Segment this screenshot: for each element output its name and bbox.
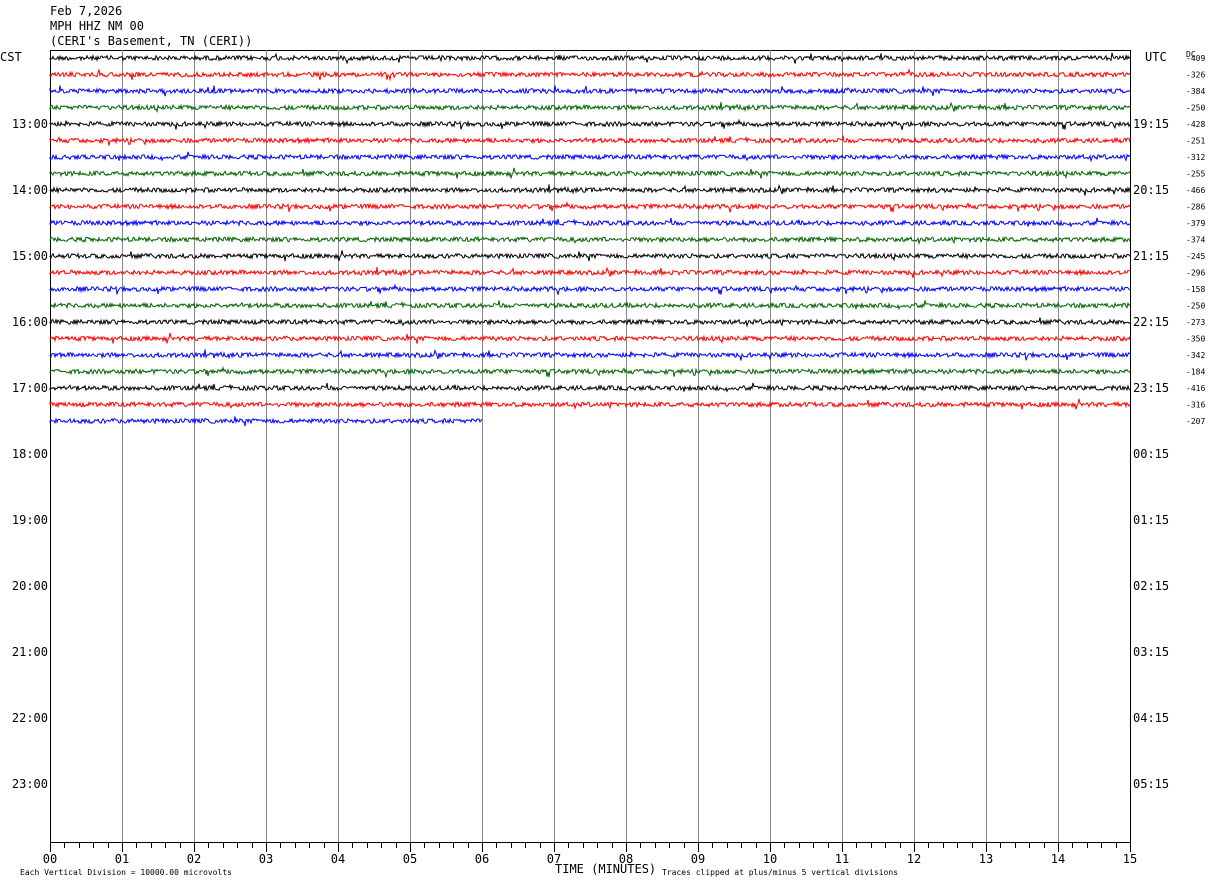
dc-offset-label: -379 [1186,219,1205,228]
dc-offset-label: -374 [1186,236,1205,245]
header-location: (CERI's Basement, TN (CERI)) [50,34,253,48]
trace-11 [49,217,1131,228]
right-hour-label: 19:15 [1133,117,1169,131]
x-tick-label-06: 06 [475,852,489,866]
right-hour-label: 05:15 [1133,777,1169,791]
dc-offset-label: -250 [1186,104,1205,113]
x-tick-label-03: 03 [259,852,273,866]
dc-offset-label: -251 [1186,137,1205,146]
x-tick-label-13: 13 [979,852,993,866]
left-hour-label: 21:00 [12,645,48,659]
trace-22 [49,398,1131,411]
right-hour-label: 23:15 [1133,381,1169,395]
x-tick-label-04: 04 [331,852,345,866]
trace-14 [49,266,1131,279]
trace-9 [49,184,1131,196]
header-station: MPH HHZ NM 00 [50,19,144,33]
trace-1 [49,52,1131,65]
trace-17 [49,317,1131,328]
trace-13 [49,250,1131,262]
dc-offset-label: -296 [1186,269,1205,278]
trace-4 [49,101,1131,114]
trace-12 [49,235,1131,246]
x-tick-label-12: 12 [907,852,921,866]
traces [49,52,1131,427]
trace-16 [49,300,1131,311]
dc-offset-label: -350 [1186,335,1205,344]
dc-offset-label: -428 [1186,120,1205,129]
right-hour-label: 20:15 [1133,183,1169,197]
x-tick-label-14: 14 [1051,852,1065,866]
trace-19 [49,349,1131,361]
right-timezone-label: UTC [1145,50,1167,64]
trace-6 [49,135,1131,146]
dc-offset-label: -416 [1186,384,1205,393]
trace-15 [49,283,1131,295]
right-hour-label: 03:15 [1133,645,1169,659]
right-hour-label: 00:15 [1133,447,1169,461]
trace-20 [49,366,1131,378]
right-hour-label: 21:15 [1133,249,1169,263]
header-date: Feb 7,2026 [50,4,123,18]
trace-8 [49,167,1131,180]
dc-offset-label: -326 [1186,71,1205,80]
dc-offset-label: -255 [1186,170,1205,179]
dc-offset-label: -245 [1186,252,1205,261]
left-hour-label: 13:00 [12,117,48,131]
x-tick-label-07: 07 [547,852,561,866]
plot-frame [50,50,1131,843]
right-hour-label: 22:15 [1133,315,1169,329]
trace-21 [49,382,1131,393]
x-tick-label-15: 15 [1123,852,1137,866]
dc-offset-label: -316 [1186,401,1205,410]
trace-2 [49,68,1131,82]
left-hour-label: 14:00 [12,183,48,197]
x-tick-label-00: 00 [43,852,57,866]
x-tick-label-09: 09 [691,852,705,866]
left-hour-label: 16:00 [12,315,48,329]
clip-note: Traces clipped at plus/minus 5 vertical … [662,868,899,877]
x-tick-label-10: 10 [763,852,777,866]
left-timezone-label: CST [0,50,22,64]
left-hour-label: 18:00 [12,447,48,461]
minute-gridlines [122,50,1059,842]
right-hour-label: 01:15 [1133,513,1169,527]
dc-offset-label: -286 [1186,203,1205,212]
trace-23 [49,416,483,427]
x-tick-label-08: 08 [619,852,633,866]
dc-offset-label: -184 [1186,368,1205,377]
dc-offset-label: -342 [1186,351,1205,360]
dc-offset-label: -384 [1186,87,1205,96]
x-axis-ticks: 00 01 02 03 04 05 06 07 08 09 10 11 12 13 14 15 [43,842,1137,866]
dc-offset-label: -158 [1186,285,1205,294]
trace-10 [49,201,1131,213]
trace-3 [49,85,1131,97]
dc-offset-label: -409 [1186,54,1205,63]
x-tick-label-02: 02 [187,852,201,866]
dc-offset-label: -466 [1186,186,1205,195]
scale-note: Each Vertical Division = 10000.00 microv… [20,868,232,877]
right-hour-label: 02:15 [1133,579,1169,593]
x-axis-label: TIME (MINUTES) [555,862,657,876]
dc-offset-label: -273 [1186,318,1205,327]
dc-offset-label: -312 [1186,153,1205,162]
left-hour-label: 23:00 [12,777,48,791]
left-hour-label: 20:00 [12,579,48,593]
trace-7 [49,151,1131,163]
dc-offset-label: -207 [1186,417,1205,426]
trace-18 [49,332,1131,345]
left-hour-label: 17:00 [12,381,48,395]
x-tick-label-11: 11 [835,852,849,866]
left-hour-label: 15:00 [12,249,48,263]
dc-offset-label: -250 [1186,302,1205,311]
right-hour-label: 04:15 [1133,711,1169,725]
trace-5 [49,118,1131,130]
x-tick-label-05: 05 [403,852,417,866]
left-hour-label: 22:00 [12,711,48,725]
left-hour-label: 19:00 [12,513,48,527]
x-tick-label-01: 01 [115,852,129,866]
dc-label: DC [1186,50,1196,59]
